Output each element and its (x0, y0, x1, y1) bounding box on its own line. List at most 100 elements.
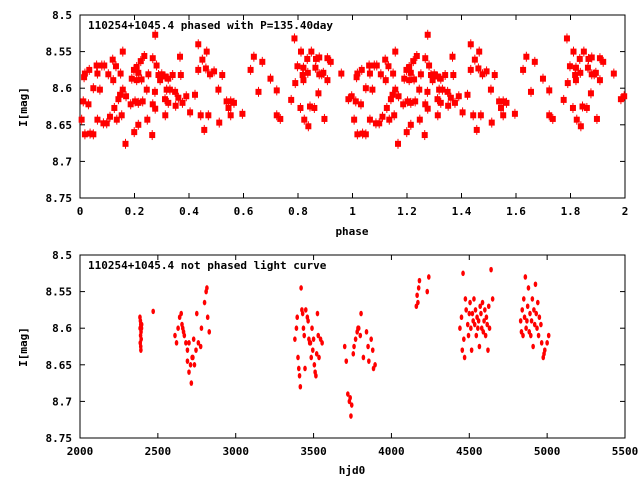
data-point (483, 332, 488, 339)
data-point (417, 277, 422, 284)
data-point (529, 318, 534, 324)
y-tick-label: 8.75 (46, 192, 73, 205)
data-point (522, 314, 527, 321)
unphased-y-axis-label: I[mag] (17, 327, 30, 367)
y-tick-label: 8.55 (46, 46, 73, 59)
data-point (520, 307, 525, 313)
data-point (179, 310, 184, 317)
data-point (462, 354, 467, 361)
x-tick-label: 1.6 (506, 205, 526, 218)
data-point (309, 354, 314, 361)
data-point (486, 347, 490, 353)
data-point (314, 351, 319, 357)
data-point (303, 365, 307, 372)
data-point (537, 314, 542, 321)
data-point (311, 336, 316, 342)
data-point (542, 351, 546, 357)
data-point (534, 310, 539, 317)
data-point (302, 332, 307, 339)
data-point (349, 413, 353, 419)
data-point (460, 347, 465, 353)
data-point (205, 314, 210, 321)
x-tick-label: 3000 (222, 445, 249, 458)
data-point (192, 362, 197, 368)
data-point (524, 325, 528, 332)
data-point (486, 303, 491, 310)
data-point (182, 332, 187, 339)
data-point (545, 340, 549, 346)
data-point (466, 332, 471, 339)
data-point (473, 307, 478, 313)
y-tick-label: 8.6 (52, 82, 72, 95)
data-point (202, 299, 207, 306)
plot-frame (79, 254, 626, 439)
data-point (185, 347, 190, 353)
data-point (532, 321, 537, 328)
data-point (353, 336, 358, 342)
y-tick-label: 8.7 (52, 155, 72, 168)
data-point (315, 310, 320, 317)
data-point (482, 318, 486, 324)
y-tick-label: 8.7 (52, 395, 72, 408)
x-tick-label: 4000 (378, 445, 405, 458)
data-point (539, 340, 544, 346)
data-point (480, 299, 485, 306)
data-point (366, 343, 370, 350)
data-point (528, 332, 533, 339)
x-tick-label: 5500 (612, 445, 639, 458)
data-point (185, 358, 190, 364)
data-point (461, 270, 465, 277)
data-point (526, 285, 531, 291)
data-point (485, 321, 489, 328)
x-tick-label: 1 (349, 205, 356, 218)
data-point (297, 372, 302, 379)
data-point (344, 358, 349, 364)
data-point (470, 310, 475, 317)
data-point (151, 308, 155, 315)
data-point (478, 303, 482, 310)
data-point (356, 325, 361, 332)
data-point (370, 347, 375, 353)
y-tick-label: 8.55 (46, 286, 73, 299)
data-point (464, 307, 468, 313)
data-point (481, 329, 486, 335)
data-point (299, 285, 303, 291)
data-point (474, 332, 479, 339)
data-point (416, 285, 421, 291)
data-point (174, 340, 179, 346)
data-point (472, 296, 476, 302)
x-tick-label: 1.2 (397, 205, 417, 218)
data-point (484, 314, 489, 321)
y-tick-label: 8.5 (52, 249, 72, 262)
data-point (525, 303, 530, 310)
data-point (358, 332, 363, 339)
x-tick-label: 3500 (300, 445, 327, 458)
data-point (312, 362, 317, 368)
data-point (198, 343, 203, 350)
data-point (300, 310, 305, 317)
data-point (349, 402, 354, 408)
data-point (191, 354, 195, 361)
data-point (479, 310, 483, 317)
data-point (351, 351, 356, 357)
data-point (310, 347, 315, 353)
data-point (294, 325, 299, 332)
data-point (364, 329, 369, 335)
data-point (320, 340, 324, 346)
data-point (306, 318, 310, 324)
data-point (369, 336, 373, 342)
data-point (173, 332, 177, 339)
data-point (469, 347, 474, 353)
unphased-light-curve-panel: 110254+1045.4 not phased light curve hjd… (17, 249, 638, 477)
data-point (525, 318, 529, 324)
data-point (317, 354, 321, 361)
data-point (298, 383, 303, 390)
x-tick-label: 2000 (67, 445, 94, 458)
data-point (187, 369, 191, 375)
data-point (523, 274, 528, 280)
data-point (462, 336, 466, 342)
data-point (531, 343, 535, 350)
data-point (487, 325, 492, 332)
x-tick-label: 0.6 (234, 205, 254, 218)
data-point (184, 340, 188, 346)
